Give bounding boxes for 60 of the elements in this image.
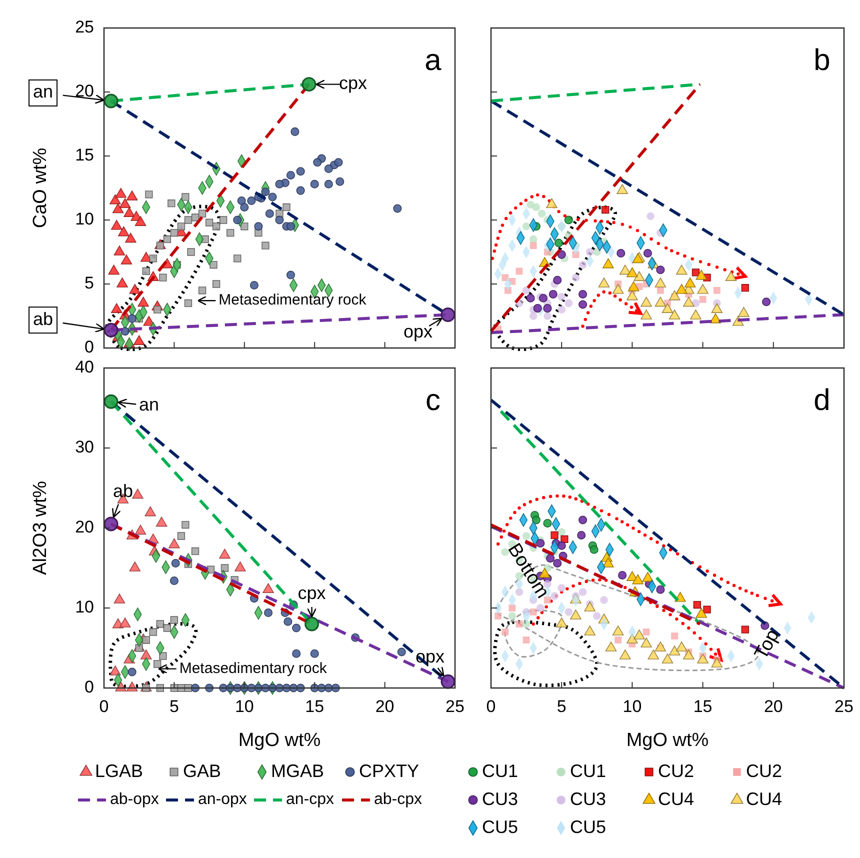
annotation: opx xyxy=(403,321,432,342)
legend-label: CU3 xyxy=(570,788,606,809)
y-tick-label: 20 xyxy=(75,81,94,100)
y-tick-label: 10 xyxy=(75,209,94,228)
y-tick-label: 0 xyxy=(84,677,94,696)
annotation: ab xyxy=(113,480,134,501)
legend-label: CU5 xyxy=(570,816,606,837)
legend-label: ab-opx xyxy=(110,791,159,808)
annotation: c xyxy=(426,384,440,417)
legend-label: LGAB xyxy=(95,760,144,781)
legend-label: CU5 xyxy=(482,816,518,837)
annotation: an xyxy=(139,394,160,414)
x-tick-label: 20 xyxy=(764,697,783,716)
x-tick-label: 15 xyxy=(305,697,324,716)
legend-label: an-cpx xyxy=(286,791,334,808)
legend-label: CU2 xyxy=(746,760,782,781)
x-tick-label: 5 xyxy=(556,697,566,716)
y-tick-label: 25 xyxy=(75,17,94,36)
annotation: an xyxy=(33,82,54,102)
annotation: Top xyxy=(750,626,784,664)
x-axis-title: MgO wt% xyxy=(626,730,709,751)
annotation: d xyxy=(814,384,830,417)
annotation: Metasedimentary rock xyxy=(218,292,367,309)
x-tick-label: 0 xyxy=(99,697,109,716)
y-axis-title: CaO wt% xyxy=(30,148,51,228)
x-axis-title: MgO wt% xyxy=(238,730,321,751)
legend-label: CU4 xyxy=(658,788,694,809)
y-tick-label: 5 xyxy=(84,273,94,292)
x-tick-label: 10 xyxy=(622,697,642,716)
annotation: opx xyxy=(415,646,444,666)
y-axis-title: Al2O3 wt% xyxy=(30,480,51,575)
x-tick-label: 15 xyxy=(693,697,712,716)
x-tick-label: 20 xyxy=(375,697,394,716)
legend-label: CU1 xyxy=(482,760,518,781)
legend-label: MGAB xyxy=(271,760,324,781)
y-tick-label: 0 xyxy=(84,337,94,356)
annotation: ab xyxy=(33,308,54,329)
legend-label: GAB xyxy=(183,760,222,781)
legend-label: CPXTY xyxy=(359,760,420,781)
legend-label: an-opx xyxy=(198,791,247,808)
y-tick-label: 10 xyxy=(75,597,94,616)
annotation: Metasedimentary rock xyxy=(179,660,328,677)
legend-label: CU4 xyxy=(746,788,782,809)
x-tick-label: 5 xyxy=(169,697,179,716)
annotation: cpx xyxy=(338,73,367,94)
x-tick-label: 25 xyxy=(834,697,854,716)
y-tick-label: 40 xyxy=(75,357,94,376)
annotation: a xyxy=(424,44,442,77)
legend-label: CU1 xyxy=(570,760,606,781)
annotation: cpx xyxy=(298,582,326,603)
legend-label: CU3 xyxy=(482,788,518,809)
annotation: b xyxy=(814,44,830,77)
x-tick-label: 0 xyxy=(486,697,496,716)
y-tick-label: 30 xyxy=(75,437,94,456)
x-tick-label: 25 xyxy=(446,697,464,716)
legend-label: ab-cpx xyxy=(374,791,422,808)
y-tick-label: 15 xyxy=(75,145,94,164)
legend-label: CU2 xyxy=(658,760,694,781)
x-tick-label: 10 xyxy=(234,697,254,716)
y-tick-label: 20 xyxy=(75,517,94,536)
